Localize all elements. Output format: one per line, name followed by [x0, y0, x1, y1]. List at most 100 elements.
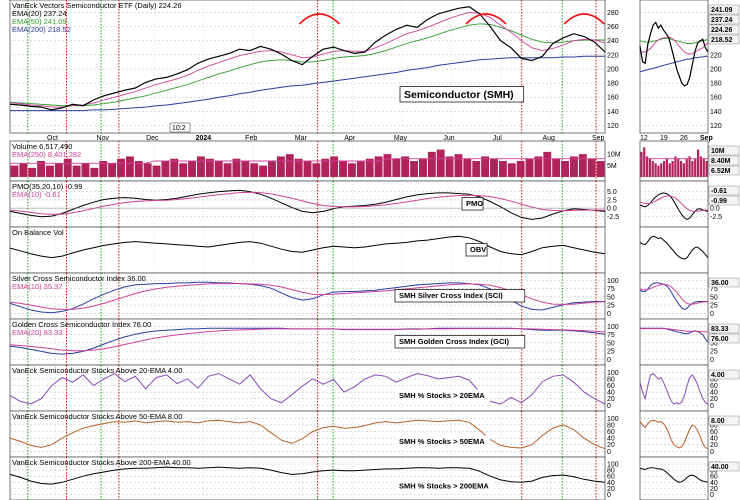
zoom-sci-sci-line [639, 282, 708, 310]
panel-label-box [395, 389, 490, 402]
volume-bar [134, 161, 143, 177]
month-label: Jul [493, 135, 502, 142]
volume-bar [196, 156, 205, 177]
zoom-y-tick-label: 0 [710, 311, 714, 318]
zoom-y-tick-label: 20 [710, 442, 718, 449]
zoom-volume-bar [688, 156, 691, 177]
value-tag-box [708, 195, 740, 206]
pmo-pmo-line [9, 189, 606, 220]
value-tag-box [708, 155, 740, 166]
panel-label-box [399, 86, 525, 103]
volume-bar [312, 163, 321, 177]
value-tag: 237.24 [711, 17, 733, 24]
value-tag: -0.99 [711, 198, 727, 205]
legend-entry: VanEck Semiconductor Stocks Above 20-EMA… [12, 366, 182, 375]
y-tick-label: 80 [607, 422, 615, 429]
volume-bar [19, 163, 28, 177]
volume-bar [259, 165, 268, 177]
volume-bar [339, 161, 347, 177]
volume-bar [28, 167, 37, 177]
volume-bar [268, 161, 276, 177]
zoom-date-label: 26 [680, 135, 688, 142]
panel-pct50: 002020404060608080100100VanEck Semicondu… [9, 410, 740, 458]
month-label: Aug [542, 135, 555, 142]
volume-bar [561, 161, 569, 177]
volume-bar [587, 158, 596, 177]
gci-ema-line [9, 328, 606, 352]
value-tag: 83.33 [711, 326, 729, 333]
zoom-volume-bar [645, 156, 649, 177]
y-tick-label: 10M [607, 152, 621, 159]
zoom-y-tick-label: -2.5 [710, 214, 722, 221]
zoom-y-tick-label: 120 [710, 123, 722, 130]
volume-bar [427, 151, 436, 177]
panel-frame [9, 364, 606, 412]
volume-ema-line [10, 158, 605, 164]
zoom-panel-frame [639, 180, 709, 228]
zoom-volume-bar [648, 158, 652, 177]
zoom-pmo-signal-line [639, 195, 708, 212]
legend-entry: PMO(35,20,10) -0.99 [12, 182, 82, 191]
legend-entry: EMA(50) 241.09 [12, 17, 67, 26]
month-label: Jun [443, 135, 454, 142]
volume-bar [10, 165, 19, 177]
legend-entry: EMA(10) 35.37 [12, 282, 62, 291]
zoom-obv-obv-line [639, 235, 709, 260]
value-tag-box [708, 461, 740, 472]
zoom-y-tick-label: 40 [710, 480, 718, 487]
legend-entry: On Balance Vol [12, 228, 64, 237]
volume-bar [383, 154, 392, 177]
volume-bar [392, 158, 401, 177]
month-label: May [394, 135, 408, 142]
value-tag-box [708, 415, 740, 426]
legend-entry: EMA(200) 218.52 [12, 25, 71, 34]
zoom-volume-bar [643, 147, 646, 177]
zoom-date-label: Sep [700, 135, 713, 142]
y-tick-label: 40 [607, 480, 615, 487]
y-tick-label: 100 [607, 416, 619, 423]
panel-frame [9, 180, 606, 228]
volume-bar [525, 158, 534, 177]
panel-pct20: 002020404060608080100100VanEck Semicondu… [9, 364, 740, 412]
panel-price: 120 120 140 140 160 160 180 180 200 200 220 220 240 2… [9, 0, 740, 134]
y-tick-label: 50 [607, 294, 615, 301]
zoom-panel-frame [639, 0, 709, 134]
y-tick-label: 5.0 [607, 189, 617, 196]
y-tick-label: 100 [607, 462, 619, 469]
volume-bar [37, 161, 46, 177]
zoom-volume-bar [654, 163, 657, 177]
zoom-y-tick-label: 60 [710, 429, 718, 436]
value-tag-box [708, 165, 740, 176]
volume-bar [125, 156, 134, 177]
zoom-ema20-line [639, 36, 709, 55]
zoom-y-tick-label: 160 [710, 95, 722, 102]
zoom-volume-bar [696, 149, 700, 177]
ema200-line [10, 55, 605, 112]
volume-bar [490, 158, 498, 177]
volume-bar [436, 149, 445, 177]
y-tick-label: 20 [607, 396, 615, 403]
volume-bar [241, 161, 250, 177]
volume-bar [445, 156, 454, 177]
volume-bar [72, 165, 81, 177]
volume-bar [99, 161, 108, 177]
y-tick-label: 0 [607, 492, 611, 499]
zoom-panel-frame [639, 318, 709, 366]
legend-entry: EMA(20) 83.33 [12, 328, 62, 337]
zoom-y-tick-label: 20 [710, 486, 718, 493]
value-tag: 36.00 [711, 280, 729, 287]
pct20-pct-line [9, 373, 606, 405]
volume-bar [498, 161, 507, 177]
month-label: 2024 [196, 135, 212, 142]
value-tag-box [708, 34, 740, 45]
value-tag-box [708, 185, 740, 196]
zoom-volume-bar [694, 158, 697, 177]
volume-bar [481, 156, 490, 177]
volume-bar [596, 161, 605, 177]
zoom-volume-bar [657, 165, 660, 177]
zoom-y-tick-label: 60 [710, 474, 718, 481]
value-tag: 76.00 [711, 336, 729, 343]
legend-entry: Volume 6,517,490 [12, 142, 72, 151]
value-tag-box [708, 323, 740, 334]
top-arc [298, 13, 340, 25]
